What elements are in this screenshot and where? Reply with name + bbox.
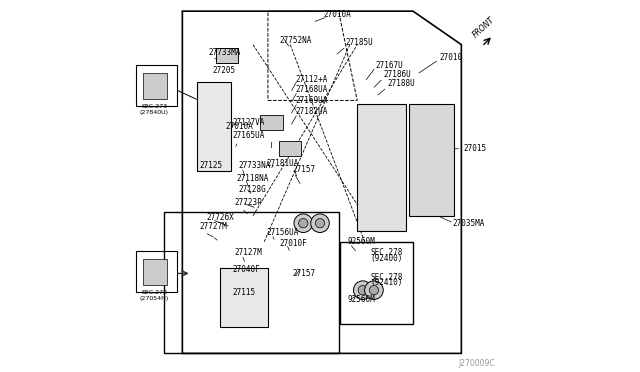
FancyBboxPatch shape [143, 259, 168, 285]
Text: 27733MA: 27733MA [209, 48, 241, 57]
Text: 27010: 27010 [439, 53, 462, 62]
Polygon shape [357, 104, 406, 231]
Polygon shape [216, 48, 238, 63]
Text: 27169UA: 27169UA [296, 96, 328, 105]
Polygon shape [410, 104, 454, 216]
Polygon shape [279, 141, 301, 156]
Text: 27015: 27015 [463, 144, 486, 153]
Text: J270009C: J270009C [458, 359, 495, 368]
Polygon shape [220, 268, 268, 327]
Text: 27112+A: 27112+A [296, 76, 328, 84]
Circle shape [299, 219, 308, 228]
Text: 27010A: 27010A [324, 10, 351, 19]
Circle shape [294, 214, 312, 232]
Text: 27118NA: 27118NA [236, 174, 269, 183]
Text: (92400): (92400) [370, 254, 403, 263]
Text: SEC.278: SEC.278 [370, 248, 403, 257]
Text: 92560M: 92560M [348, 295, 376, 304]
Text: 27185U: 27185U [346, 38, 373, 47]
Text: 27188U: 27188U [387, 79, 415, 88]
Text: 27165UA: 27165UA [232, 131, 265, 140]
Text: 27157: 27157 [292, 165, 316, 174]
FancyBboxPatch shape [143, 73, 168, 99]
Text: SEC.273: SEC.273 [141, 104, 168, 109]
Text: 27156UA: 27156UA [266, 228, 298, 237]
Text: 27167U: 27167U [376, 61, 404, 70]
Text: 27128G: 27128G [238, 185, 266, 194]
Circle shape [353, 281, 372, 299]
Text: 92560M: 92560M [348, 237, 376, 246]
Text: 27157: 27157 [292, 269, 316, 278]
Text: FRONT: FRONT [471, 15, 497, 39]
Text: 27205: 27205 [212, 66, 236, 75]
Polygon shape [197, 82, 231, 171]
Text: 27726X: 27726X [207, 213, 234, 222]
Text: SEC.278: SEC.278 [370, 273, 403, 282]
Text: 27115: 27115 [232, 288, 256, 296]
Text: 27125: 27125 [199, 161, 222, 170]
Text: 27168UA: 27168UA [296, 85, 328, 94]
Text: 27127VA: 27127VA [232, 118, 265, 127]
Text: 27181UA: 27181UA [266, 159, 298, 168]
Text: 27752NA: 27752NA [279, 36, 312, 45]
Text: 27010F: 27010F [279, 239, 307, 248]
Text: 27127M: 27127M [234, 248, 262, 257]
Text: 27040F: 27040F [232, 265, 260, 274]
Circle shape [310, 214, 330, 232]
Text: 27733NA: 27733NA [238, 161, 271, 170]
Text: 27727M: 27727M [199, 222, 227, 231]
Polygon shape [260, 115, 283, 130]
Text: (92410): (92410) [370, 278, 403, 287]
Text: 27035MA: 27035MA [452, 219, 484, 228]
Text: 27182UA: 27182UA [296, 107, 328, 116]
Text: 27723P: 27723P [234, 198, 262, 207]
Circle shape [316, 219, 324, 228]
Text: (27840U): (27840U) [140, 110, 169, 115]
Text: (27054H): (27054H) [140, 296, 169, 301]
Circle shape [358, 286, 367, 295]
Text: SEC.272: SEC.272 [141, 290, 168, 295]
Text: 27010A: 27010A [225, 122, 253, 131]
Circle shape [369, 286, 379, 295]
Text: 27186U: 27186U [383, 70, 411, 79]
Circle shape [365, 281, 383, 299]
